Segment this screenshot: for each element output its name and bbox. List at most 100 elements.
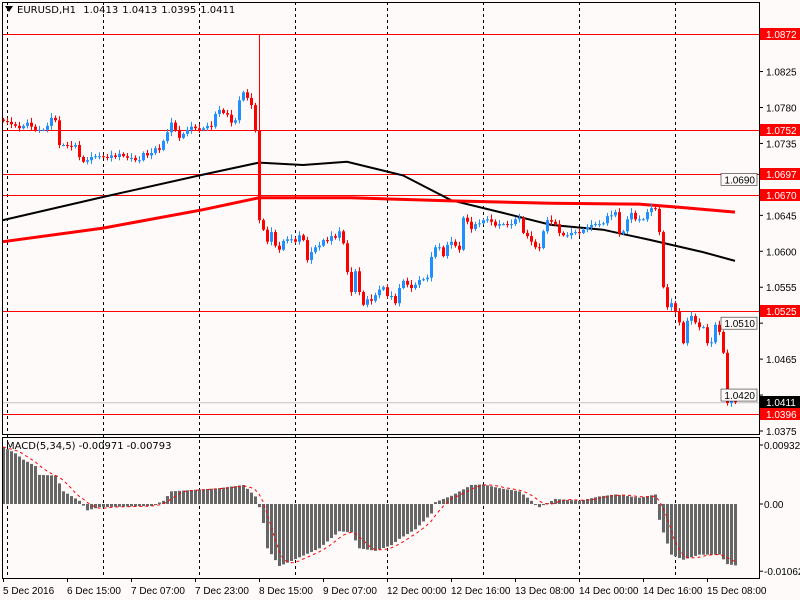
candle-body	[18, 125, 21, 129]
candle-body	[258, 130, 261, 221]
macd-bar	[302, 504, 305, 556]
macd-bar	[626, 496, 629, 504]
candle-body	[194, 126, 197, 129]
candle-body	[698, 322, 701, 328]
candle-body	[502, 224, 505, 226]
time-tick-label: 6 Dec 15:00	[67, 586, 121, 597]
candle-body	[406, 280, 409, 285]
candle-body	[702, 327, 705, 329]
macd-bar	[106, 504, 109, 507]
candle-body	[298, 235, 301, 242]
candle-body	[442, 247, 445, 257]
candle-body	[410, 284, 413, 289]
macd-bar	[158, 502, 161, 504]
candle-body	[462, 217, 465, 250]
price-tick-label: 1.0825	[766, 68, 797, 79]
macd-bar	[450, 495, 453, 504]
macd-bar	[554, 498, 557, 504]
candle-body	[722, 331, 725, 353]
candle-body	[230, 114, 233, 123]
candle-body	[186, 129, 189, 134]
candle-body	[614, 212, 617, 216]
candle-body	[262, 220, 265, 230]
macd-bar	[182, 490, 185, 504]
candle-body	[670, 303, 673, 308]
macd-bar	[598, 496, 601, 504]
candle-body	[274, 232, 277, 246]
candle-body	[566, 235, 569, 237]
macd-bar	[26, 461, 29, 504]
macd-bar	[238, 485, 241, 504]
candle-body	[122, 153, 125, 157]
candle-body	[494, 221, 497, 226]
macd-bar	[138, 504, 141, 507]
candle-body	[30, 122, 33, 127]
candle-body	[434, 247, 437, 257]
candle-body	[62, 145, 65, 147]
chart-header: EURUSD,H1 1.0413 1.0413 1.0395 1.0411	[5, 5, 239, 16]
candle-body	[654, 208, 657, 210]
candle-body	[242, 92, 245, 101]
price-tick-label: 1.0420	[724, 391, 755, 402]
macd-bar	[658, 504, 661, 520]
macd-bar	[566, 499, 569, 504]
candle-body	[398, 288, 401, 304]
level-price-label-bg	[760, 124, 800, 136]
candle-body	[446, 244, 449, 257]
candle-body	[490, 219, 493, 222]
macd-main-value: -0.00971	[78, 441, 124, 452]
candle-body	[454, 241, 457, 246]
macd-bar	[222, 487, 225, 504]
macd-bar	[358, 504, 361, 549]
macd-bar	[174, 491, 177, 504]
candle-body	[294, 239, 297, 242]
candle-body	[526, 232, 529, 237]
candle-body	[546, 220, 549, 232]
candle-body	[638, 219, 641, 221]
candle-body	[486, 219, 489, 221]
macd-bar	[58, 483, 61, 504]
candle-body	[706, 327, 709, 344]
level-price-label-bg	[760, 189, 800, 201]
low-value: 1.0395	[161, 5, 197, 16]
candle-body	[414, 284, 417, 289]
candle-body	[38, 129, 41, 131]
close-value: 1.0411	[200, 5, 236, 16]
macd-bar	[430, 504, 433, 514]
macd-bar	[438, 500, 441, 504]
candle-body	[26, 122, 29, 126]
candle-body	[214, 113, 217, 127]
macd-bar	[694, 504, 697, 556]
macd-bar	[202, 489, 205, 504]
macd-bar	[470, 485, 473, 504]
macd-bar	[662, 504, 665, 533]
level-price-label-bg	[760, 168, 800, 180]
candle-body	[610, 215, 613, 217]
candle-body	[646, 212, 649, 220]
candle-body	[302, 235, 305, 241]
candle-body	[626, 219, 629, 232]
macd-bar	[70, 496, 73, 504]
candle-body	[58, 120, 61, 146]
candle-body	[594, 224, 597, 226]
dropdown-triangle-icon[interactable]	[5, 6, 13, 12]
macd-bar	[274, 504, 277, 561]
candle-body	[618, 212, 621, 234]
price-tick-label: 1.0780	[766, 103, 797, 114]
macd-bar	[354, 504, 357, 541]
candle-body	[530, 236, 533, 242]
open-value: 1.0413	[83, 5, 119, 16]
macd-bar	[42, 475, 45, 504]
candle-body	[238, 100, 241, 121]
candle-body	[534, 241, 537, 248]
candle-body	[234, 120, 237, 123]
time-tick-label: 13 Dec 08:00	[515, 586, 575, 597]
candle-body	[650, 208, 653, 213]
candle-body	[330, 236, 333, 241]
macd-bar	[466, 487, 469, 504]
candle-body	[126, 156, 129, 158]
macd-bar	[118, 504, 121, 507]
candle-body	[78, 145, 81, 158]
candle-body	[134, 157, 137, 161]
